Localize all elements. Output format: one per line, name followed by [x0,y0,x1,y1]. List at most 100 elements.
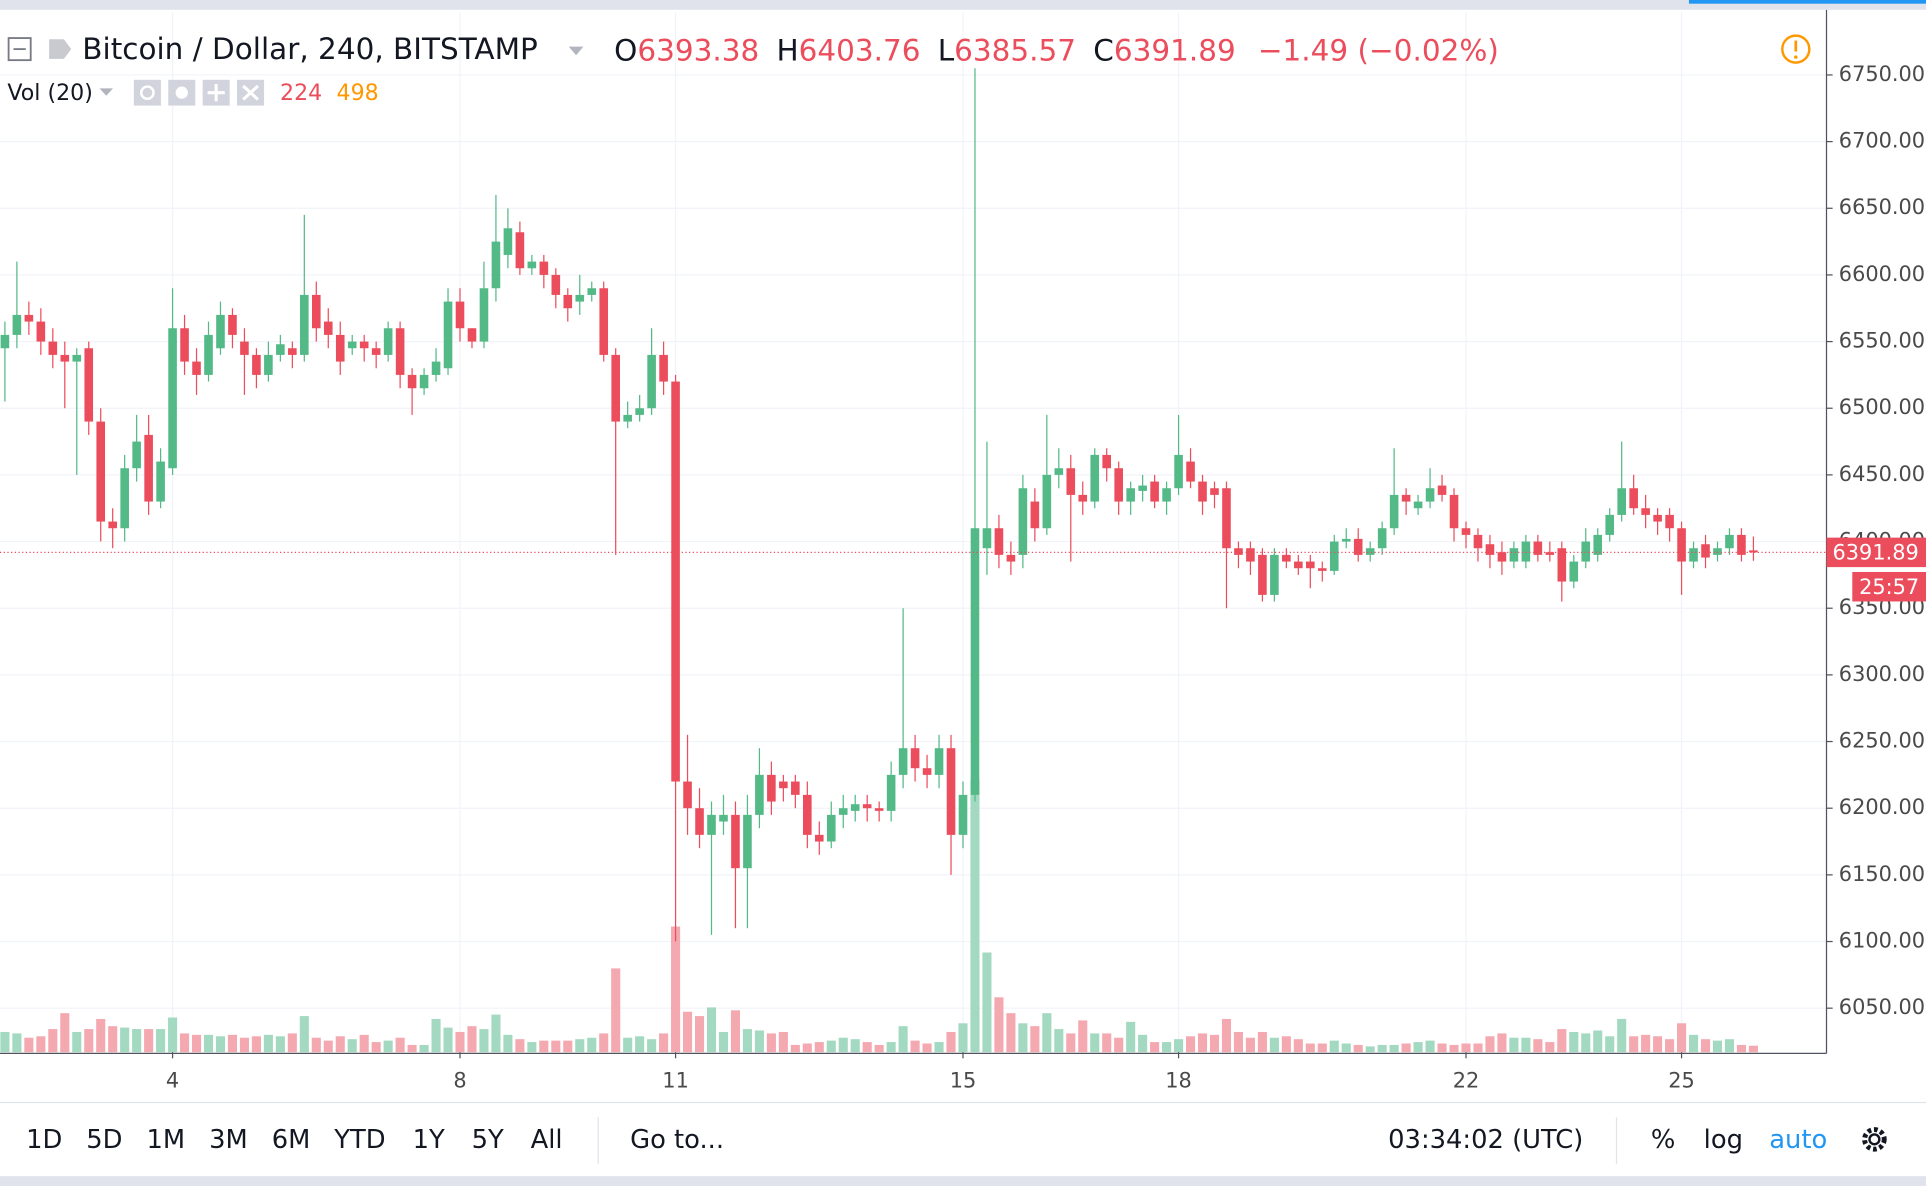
dropdown-arrow[interactable] [568,46,584,56]
volume-bar [1545,1042,1555,1053]
candle-body [1653,514,1662,522]
log-toggle[interactable]: log [1704,1125,1743,1155]
candle-body [1641,508,1650,515]
volume-bar [1233,1031,1243,1053]
candle-body [970,528,980,795]
range-button[interactable]: 1D [26,1125,62,1155]
volume-bar [730,1010,740,1053]
y-tick-label: 6250.00 [1839,729,1925,753]
candle-body [228,314,237,335]
range-button[interactable]: 1Y [413,1125,445,1155]
collapse-button[interactable] [7,37,32,62]
volume-bar [1533,1039,1543,1053]
h-label: H [776,33,798,67]
auto-toggle[interactable]: auto [1769,1125,1827,1155]
candle-body [455,301,465,329]
eye-button[interactable] [133,79,161,106]
volume-bar [886,1042,896,1053]
candle-body [1222,488,1231,549]
volume-bar [263,1034,273,1053]
candle-body [1629,488,1638,509]
candle-body [204,334,213,375]
volume-bar [515,1039,525,1053]
volume-bar [227,1034,238,1053]
candle-body [288,348,297,355]
volume-bar [431,1018,441,1053]
x-tick-label: 8 [453,1069,466,1093]
top-tab-indicator [1688,0,1926,4]
candle-body [719,814,728,822]
y-tick-label: 6750.00 [1839,62,1925,86]
candle-body [1497,552,1507,562]
volume-bar [1581,1033,1591,1053]
candle-body [647,354,656,409]
range-button[interactable]: 1M [147,1125,186,1155]
candle-body [611,354,620,422]
volume-bar [72,1031,82,1053]
settings-gear[interactable] [1862,1127,1887,1152]
volume-bar [287,1033,297,1053]
volume-bar [1461,1043,1471,1053]
range-button[interactable]: All [531,1125,563,1155]
candle-body [1018,488,1028,555]
candle-body [323,321,333,335]
candle-body [1389,494,1399,529]
candle-body [1689,548,1698,562]
symbol-title[interactable]: Bitcoin / Dollar, 240, BITSTAMP [82,32,537,66]
candle-body [443,301,453,369]
volume-bar [1257,1031,1267,1053]
volume-bar [1401,1043,1411,1053]
percent-toggle[interactable]: % [1651,1125,1675,1155]
candle-body [1737,534,1746,555]
volume-bar [790,1044,800,1053]
candle-body [1246,548,1255,562]
x-tick-label: 4 [166,1069,179,1093]
candle-body [803,794,812,835]
last-price-label: 6391.89 [1832,541,1918,565]
volume-bar [1629,1036,1639,1053]
candle-body [479,288,489,342]
volume-bar [407,1044,417,1053]
alert-icon[interactable] [1781,34,1811,64]
candle-body [300,294,309,355]
dropdown-arrow[interactable] [99,88,114,96]
candle-body [0,334,10,349]
volume-bar [671,926,681,1053]
volume-ma-value: 498 [337,80,379,106]
candle-body [264,354,273,375]
range-button[interactable]: 5D [86,1125,122,1155]
y-tick-label: 6200.00 [1839,795,1925,819]
range-button[interactable]: YTD [333,1125,385,1155]
volume-bar [1126,1021,1136,1053]
volume-bar [335,1036,345,1053]
volume-bar [1748,1045,1758,1053]
volume-bar [826,1040,836,1053]
candle-body [1186,461,1195,482]
candle-body [276,344,285,355]
plus-icon [207,84,225,102]
volume-bar [527,1042,537,1053]
candle-body [168,328,177,469]
volume-bar [1174,1039,1184,1053]
range-button[interactable]: 5Y [472,1125,504,1155]
volume-bar [299,1016,309,1053]
range-button[interactable]: 6M [272,1125,311,1155]
candle-body [1078,494,1088,502]
goto-button[interactable]: Go to... [630,1125,724,1155]
volume-bar [982,952,992,1053]
clock[interactable]: 03:34:02 (UTC) [1388,1125,1583,1155]
candle-body [946,748,956,835]
candle-body [431,361,441,375]
volume-bar [1162,1042,1172,1053]
x-tick-label: 22 [1453,1069,1480,1093]
flag-icon[interactable] [49,39,72,59]
candle-body [1461,528,1471,535]
gear-icon [175,86,188,99]
candle-body [1449,494,1459,529]
candle-body [1066,468,1076,495]
volume-title[interactable]: Vol (20) [7,80,92,106]
range-button[interactable]: 3M [209,1125,248,1155]
volume-bar [1653,1036,1663,1053]
candle-body [1485,544,1495,555]
volume-bar [635,1036,645,1053]
